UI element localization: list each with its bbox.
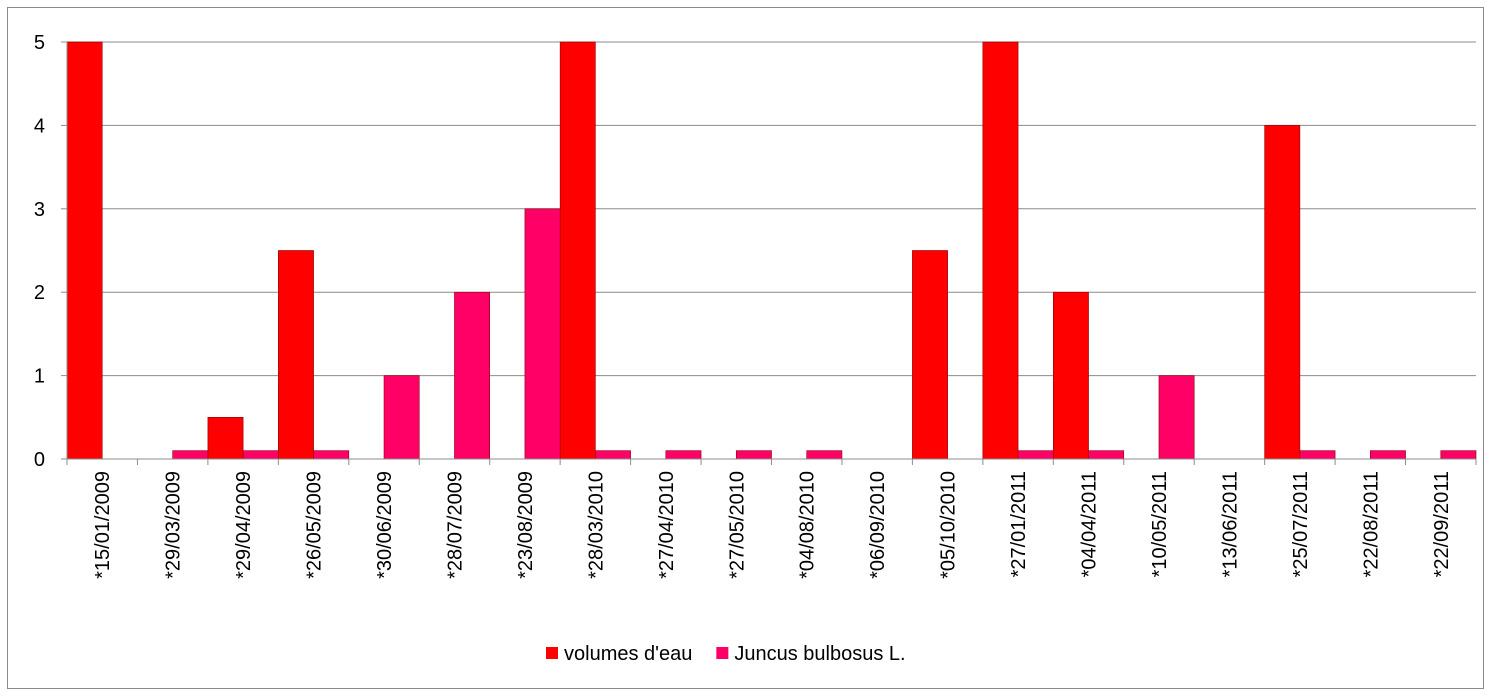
bar: [912, 250, 948, 460]
x-tick-label: *04/04/2011: [1079, 471, 1101, 577]
x-tick-label: *10/05/2011: [1149, 471, 1171, 577]
x-tick-label: *29/04/2009: [233, 471, 255, 579]
y-tick-label: 1: [34, 366, 45, 388]
chart-frame: [7, 7, 1484, 689]
x-tick-label: *30/06/2009: [374, 471, 396, 579]
x-tick-label: *15/01/2009: [92, 471, 114, 579]
x-tick-label: *04/08/2010: [797, 471, 819, 579]
bar: [665, 450, 702, 460]
x-tick-label: *28/03/2010: [585, 471, 607, 579]
y-tick-label: 4: [34, 115, 45, 137]
x-tick-label: *22/09/2011: [1431, 471, 1453, 577]
x-tick-label: *22/08/2011: [1360, 471, 1382, 577]
y-tick-labels: 0 1 2 3 4 5: [34, 32, 45, 471]
bar: [66, 41, 103, 460]
bar: [1299, 450, 1336, 460]
bar: [172, 450, 209, 460]
bar: [1017, 450, 1054, 460]
x-tick-label: *28/07/2009: [444, 471, 466, 579]
x-tick-label: *23/08/2009: [515, 471, 537, 579]
x-tick-label: *26/05/2009: [304, 471, 326, 579]
x-tick-label: *29/03/2009: [163, 471, 185, 579]
legend-label: volumes d'eau: [564, 643, 692, 665]
bar: [454, 291, 491, 460]
bar: [1088, 450, 1125, 460]
bar: [1053, 291, 1089, 460]
legend-swatch: [716, 647, 729, 659]
bar: [242, 450, 279, 460]
bar: [1158, 375, 1195, 460]
x-tick-label: *27/01/2011: [1008, 471, 1030, 577]
x-tick-label: *13/06/2011: [1219, 471, 1241, 577]
x-tick-label: *06/09/2010: [867, 471, 889, 579]
legend-label: Juncus bulbosus L.: [734, 643, 905, 665]
legend: volumes d'eau Juncus bulbosus L.: [546, 643, 906, 665]
bar: [313, 450, 350, 460]
x-tick-label: *27/05/2010: [726, 471, 748, 579]
bar: [559, 41, 596, 460]
legend-swatch: [546, 647, 558, 659]
bar: [1440, 450, 1477, 460]
bar: [524, 208, 561, 460]
bar: [383, 375, 420, 460]
bar: [1264, 125, 1301, 460]
bars: [66, 41, 1477, 460]
y-tick-label: 5: [34, 32, 45, 54]
y-tick-label: 0: [34, 449, 45, 471]
x-tick-label: *27/04/2010: [656, 471, 678, 579]
y-tick-label: 3: [34, 199, 45, 221]
x-tick-label: *05/10/2010: [938, 471, 960, 579]
x-tick-label: *25/07/2011: [1290, 471, 1312, 577]
x-tick-labels: *15/01/2009 *29/03/2009 *29/04/2009 *26/05/…: [92, 471, 1453, 579]
bar: [982, 41, 1019, 460]
bar: [278, 250, 314, 460]
bar: [806, 450, 843, 460]
bar: [207, 416, 244, 460]
bar: [735, 450, 772, 460]
y-tick-label: 2: [34, 282, 45, 304]
bar: [1370, 450, 1406, 460]
bar: [595, 450, 631, 460]
axes: [61, 41, 1477, 465]
